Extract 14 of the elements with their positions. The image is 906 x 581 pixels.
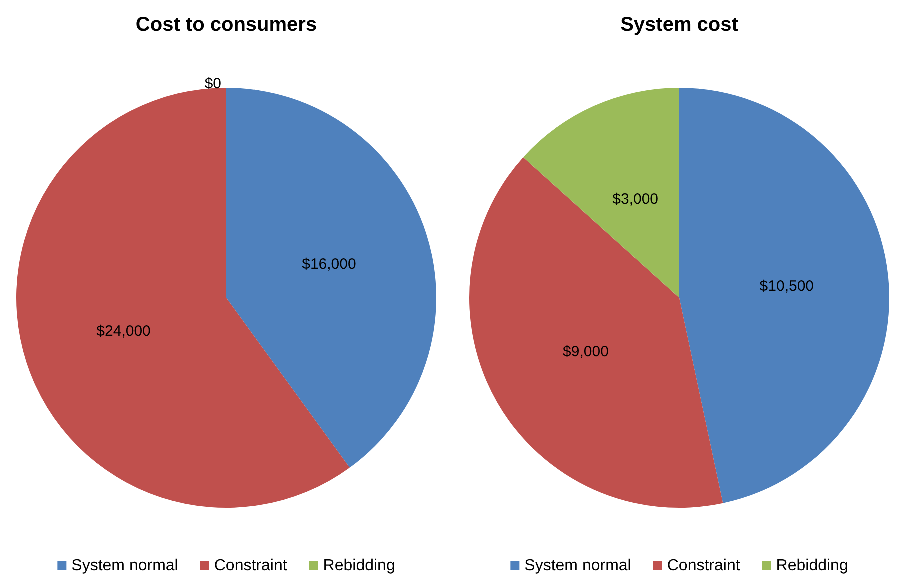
legend-label: Rebidding — [323, 558, 396, 574]
data-label: $10,500 — [760, 278, 814, 296]
data-label: $16,000 — [302, 256, 356, 274]
legend-label: Constraint — [214, 558, 288, 574]
text: $0 — [204, 76, 222, 92]
data-label: $9,000 — [563, 344, 609, 360]
chart-title: Cost to consumers — [136, 14, 318, 36]
legend-label: System normal — [524, 558, 632, 574]
legend-label: Constraint — [667, 558, 741, 574]
data-label: $3,000 — [612, 190, 659, 208]
chart-title: System cost — [620, 14, 739, 36]
legend-label: Rebidding — [776, 558, 848, 574]
legend-label: System normal — [72, 558, 178, 574]
data-label: $24,000 — [96, 322, 151, 340]
